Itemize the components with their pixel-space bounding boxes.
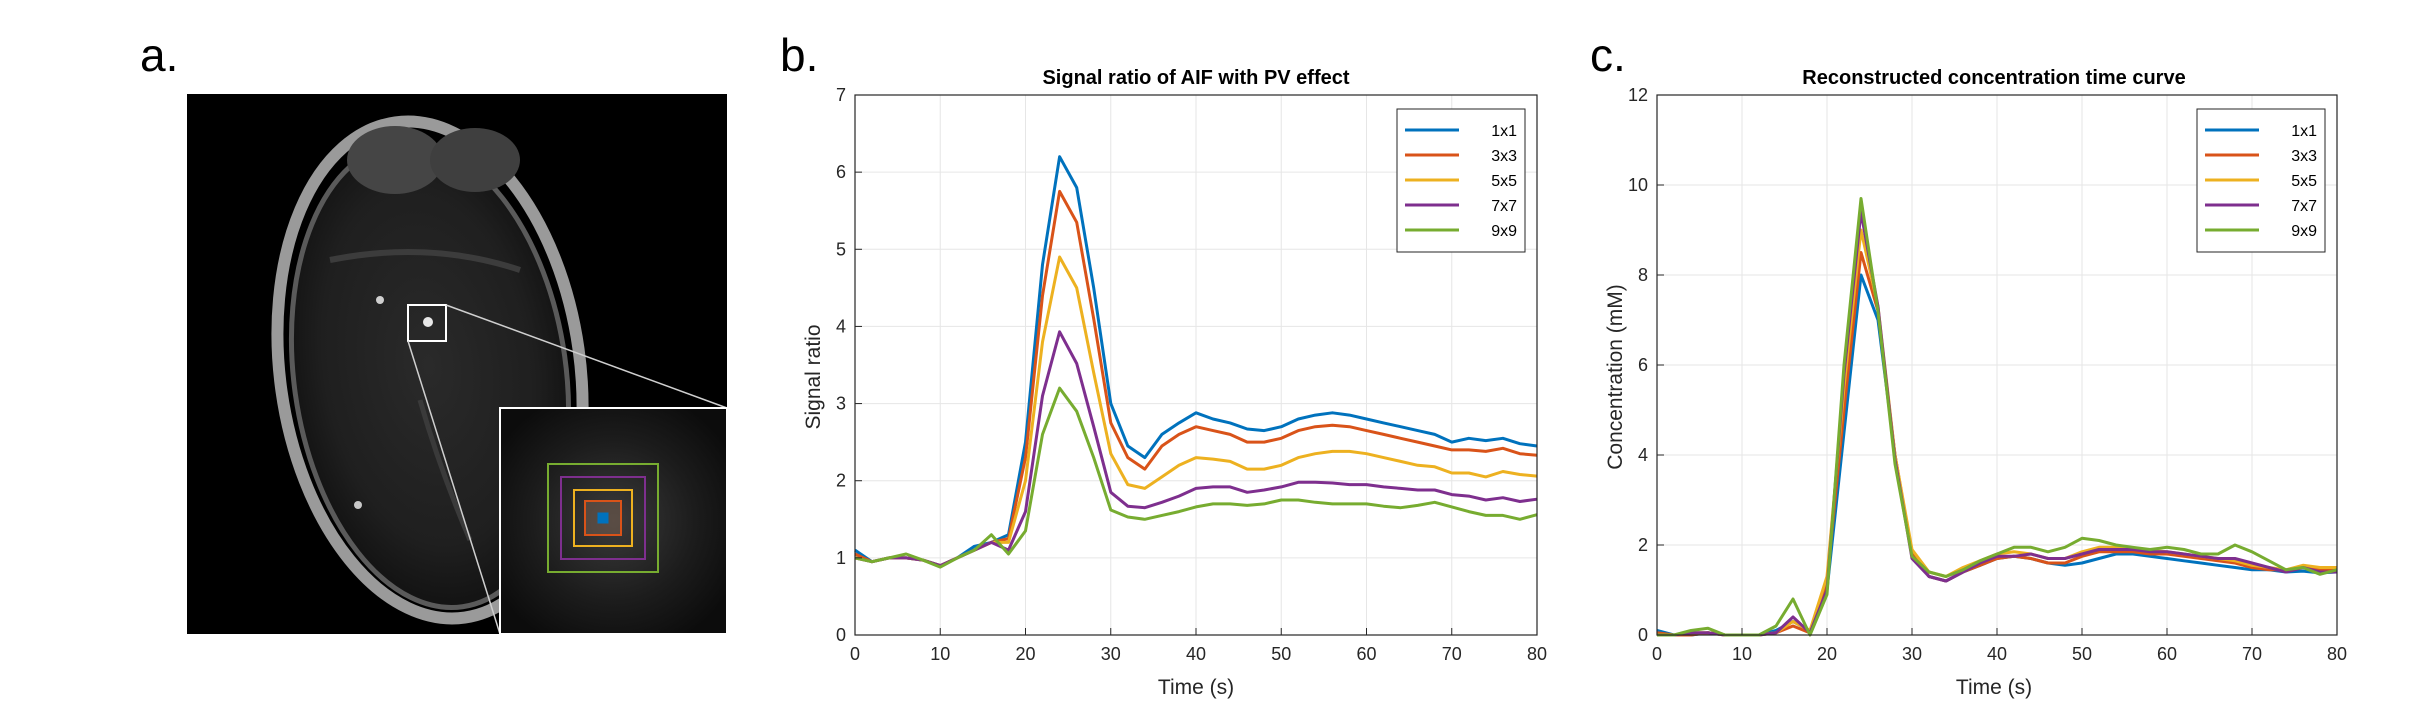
legend-label: 1x1 bbox=[1491, 123, 1517, 140]
x-tick-label: 30 bbox=[1902, 644, 1922, 664]
x-tick-label: 80 bbox=[1527, 644, 1547, 664]
legend-label: 9x9 bbox=[1491, 223, 1517, 240]
artery-spot bbox=[423, 317, 433, 327]
x-tick-label: 40 bbox=[1186, 644, 1206, 664]
y-tick-label: 6 bbox=[836, 162, 846, 182]
legend-label: 3x3 bbox=[1491, 148, 1517, 165]
x-tick-label: 60 bbox=[2157, 644, 2177, 664]
roi-marker-box bbox=[407, 304, 447, 342]
x-tick-label: 0 bbox=[1652, 644, 1662, 664]
roi-box-1x1 bbox=[597, 512, 609, 524]
y-tick-label: 8 bbox=[1638, 265, 1648, 285]
x-tick-label: 10 bbox=[1732, 644, 1752, 664]
series-line-1x1 bbox=[854, 155, 1538, 568]
panel-c-label: c. bbox=[1590, 29, 1626, 81]
y-tick-label: 4 bbox=[1638, 445, 1648, 465]
x-tick-label: 70 bbox=[1442, 644, 1462, 664]
x-tick-label: 10 bbox=[930, 644, 950, 664]
legend-label: 3x3 bbox=[2291, 148, 2317, 165]
y-tick-label: 0 bbox=[836, 625, 846, 645]
legend-label: 1x1 bbox=[2291, 123, 2317, 140]
series-line-9x9 bbox=[1657, 197, 2338, 637]
chart-title: Signal ratio of AIF with PV effect bbox=[1042, 67, 1349, 89]
x-tick-label: 20 bbox=[1015, 644, 1035, 664]
y-tick-label: 2 bbox=[836, 471, 846, 491]
legend-label: 5x5 bbox=[1491, 173, 1517, 190]
x-tick-label: 50 bbox=[2072, 644, 2092, 664]
vessel-spot bbox=[354, 501, 362, 509]
y-tick-label: 2 bbox=[1638, 535, 1648, 555]
concentration-chart: 0 10 20 30 40 50 60 70 80 0 2 4 6 8 10 12 1x1 3x3 5x5 7x7 9x… bbox=[1604, 67, 2347, 699]
legend-label: 9x9 bbox=[2291, 223, 2317, 240]
y-tick-label: 0 bbox=[1638, 625, 1648, 645]
zoom-inset bbox=[499, 407, 728, 635]
series-line-7x7 bbox=[1657, 210, 2337, 637]
legend-label: 7x7 bbox=[2291, 198, 2317, 215]
legend-label: 7x7 bbox=[1491, 198, 1517, 215]
x-tick-label: 80 bbox=[2327, 644, 2347, 664]
sulcus-line bbox=[329, 249, 521, 273]
mri-image bbox=[187, 94, 728, 635]
legend: 1x1 3x3 5x5 7x7 9x9 bbox=[2196, 108, 2326, 253]
zoom-connector-line bbox=[445, 304, 728, 409]
y-tick-label: 6 bbox=[1638, 355, 1648, 375]
y-tick-label: 10 bbox=[1628, 175, 1648, 195]
sulcus-line bbox=[417, 399, 473, 541]
x-tick-label: 20 bbox=[1817, 644, 1837, 664]
x-tick-label: 50 bbox=[1271, 644, 1291, 664]
orbit-right bbox=[430, 128, 520, 192]
y-axis-label: Concentration (mM) bbox=[1604, 284, 1627, 470]
skull-outline bbox=[271, 115, 589, 625]
panel-a-label: a. bbox=[140, 29, 179, 81]
roi-box-5x5 bbox=[573, 489, 633, 547]
roi-box-7x7 bbox=[560, 476, 646, 560]
x-axis-label: Time (s) bbox=[1158, 676, 1234, 699]
series-line-9x9 bbox=[854, 386, 1538, 569]
y-tick-label: 5 bbox=[836, 239, 846, 259]
x-tick-label: 60 bbox=[1356, 644, 1376, 664]
legend-label: 5x5 bbox=[2291, 173, 2317, 190]
y-tick-label: 7 bbox=[836, 85, 846, 105]
y-axis-label: Signal ratio bbox=[802, 324, 825, 429]
y-tick-label: 3 bbox=[836, 394, 846, 414]
vessel-spot bbox=[376, 296, 384, 304]
signal-ratio-chart: 0 10 20 30 40 50 60 70 80 0 1 2 3 4 5 6 7 1x1 3x3 5x5 7x7 9x9… bbox=[802, 67, 1547, 699]
orbit-left bbox=[347, 126, 443, 194]
chart-title: Reconstructed concentration time curve bbox=[1802, 67, 2185, 89]
y-tick-label: 4 bbox=[836, 316, 846, 336]
x-tick-label: 0 bbox=[850, 644, 860, 664]
panel-b-label: b. bbox=[780, 29, 819, 81]
x-tick-label: 40 bbox=[1987, 644, 2007, 664]
x-tick-label: 70 bbox=[2242, 644, 2262, 664]
y-tick-label: 12 bbox=[1628, 85, 1648, 105]
x-tick-label: 30 bbox=[1101, 644, 1121, 664]
y-tick-label: 1 bbox=[836, 548, 846, 568]
x-axis-label: Time (s) bbox=[1956, 676, 2032, 699]
roi-box-9x9 bbox=[547, 463, 659, 573]
zoom-connector-line bbox=[407, 340, 501, 635]
legend: 1x1 3x3 5x5 7x7 9x9 bbox=[1396, 108, 1526, 253]
